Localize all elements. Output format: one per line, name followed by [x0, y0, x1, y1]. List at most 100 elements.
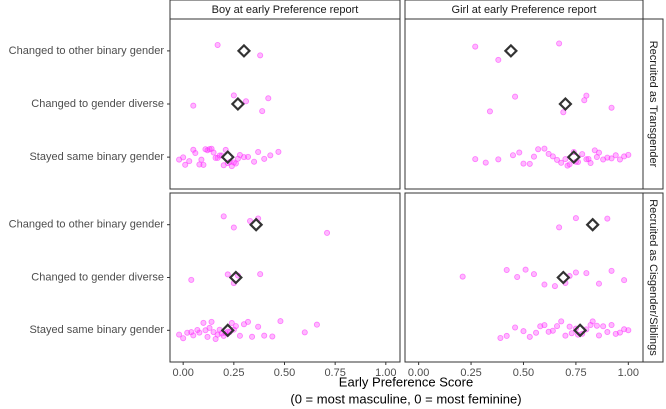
data-point	[549, 153, 556, 160]
x-tick-label: 0.00	[172, 367, 193, 379]
column-strip	[169, 0, 401, 20]
data-point	[200, 319, 207, 326]
data-point	[556, 40, 563, 47]
data-point	[503, 332, 510, 339]
x-axis-subtitle: (0 = most masculine, 0 = most feminine)	[290, 391, 521, 406]
mean-marker	[585, 217, 600, 232]
data-point	[206, 324, 213, 331]
data-point	[572, 215, 579, 222]
data-point	[236, 332, 243, 339]
mean-marker	[573, 323, 588, 338]
data-point	[257, 271, 264, 278]
data-point	[554, 156, 561, 163]
panel	[169, 192, 401, 363]
data-point	[245, 318, 252, 325]
data-point	[482, 159, 489, 166]
data-point	[593, 322, 600, 329]
data-point	[261, 332, 268, 339]
data-point	[526, 160, 533, 167]
y-tick-label: Stayed same binary gender	[29, 324, 164, 336]
panel	[169, 18, 401, 190]
data-point	[265, 95, 272, 102]
data-point	[595, 332, 602, 339]
y-tick-label: Changed to other binary gender	[9, 219, 165, 231]
data-point	[583, 92, 590, 99]
data-point	[558, 318, 565, 325]
data-point	[533, 329, 540, 336]
data-point	[204, 333, 211, 340]
data-point	[558, 159, 565, 166]
data-point	[503, 266, 510, 273]
y-tick-label: Changed to gender diverse	[31, 271, 164, 283]
data-point	[196, 329, 203, 336]
data-point	[520, 328, 527, 335]
data-point	[616, 329, 623, 336]
data-point	[277, 318, 284, 325]
data-point	[625, 151, 632, 158]
data-point	[520, 160, 527, 167]
data-point	[261, 155, 268, 162]
mean-marker	[503, 43, 518, 58]
data-point	[259, 108, 266, 115]
x-tick-label: 1.00	[375, 367, 396, 379]
data-point	[313, 321, 320, 328]
data-point	[595, 149, 602, 156]
mean-marker	[566, 150, 581, 165]
x-tick-label: 0.50	[513, 367, 534, 379]
data-point	[616, 156, 623, 163]
data-point	[188, 329, 195, 336]
data-point	[514, 273, 521, 280]
data-point	[190, 146, 197, 153]
data-point	[572, 269, 579, 276]
data-point	[472, 43, 479, 50]
x-tick-label: 0.00	[408, 367, 429, 379]
data-point	[560, 109, 567, 116]
data-point	[608, 104, 615, 111]
data-point	[182, 161, 189, 168]
data-point	[245, 153, 252, 160]
data-point	[190, 332, 197, 339]
x-tick-label: 0.50	[274, 367, 295, 379]
data-point	[176, 331, 183, 338]
row-label: Recruited as Transgender	[647, 41, 659, 168]
data-point	[608, 322, 615, 329]
data-point	[206, 146, 213, 153]
y-tick-label: Changed to other binary gender	[9, 45, 165, 57]
data-point	[230, 92, 237, 99]
data-point	[210, 149, 217, 156]
data-point	[566, 323, 573, 330]
data-point	[180, 335, 187, 342]
data-point	[228, 320, 235, 327]
data-point	[530, 153, 537, 160]
x-tick-label: 0.25	[223, 367, 244, 379]
data-point	[495, 56, 502, 63]
mean-marker	[558, 96, 573, 112]
data-point	[541, 322, 548, 329]
data-point	[232, 323, 239, 330]
row-strip	[642, 192, 664, 363]
row-strip	[642, 18, 664, 190]
mean-marker	[220, 323, 235, 338]
data-point	[216, 152, 223, 159]
data-point	[583, 270, 590, 277]
data-point	[242, 98, 249, 105]
x-tick-label: 0.25	[460, 367, 481, 379]
data-point	[192, 150, 199, 157]
data-point	[589, 318, 596, 325]
data-point	[186, 158, 193, 165]
data-point	[522, 266, 529, 273]
data-point	[275, 148, 282, 155]
data-point	[230, 224, 237, 231]
x-tick-label: 0.75	[324, 367, 345, 379]
mean-marker	[228, 270, 243, 285]
data-point	[198, 156, 205, 163]
data-point	[188, 276, 195, 283]
data-point	[190, 102, 197, 109]
data-point	[568, 330, 575, 337]
data-point	[579, 151, 586, 158]
y-tick-label: Changed to gender diverse	[31, 98, 164, 110]
data-point	[497, 334, 504, 341]
data-point	[541, 145, 548, 152]
data-point	[600, 323, 607, 330]
